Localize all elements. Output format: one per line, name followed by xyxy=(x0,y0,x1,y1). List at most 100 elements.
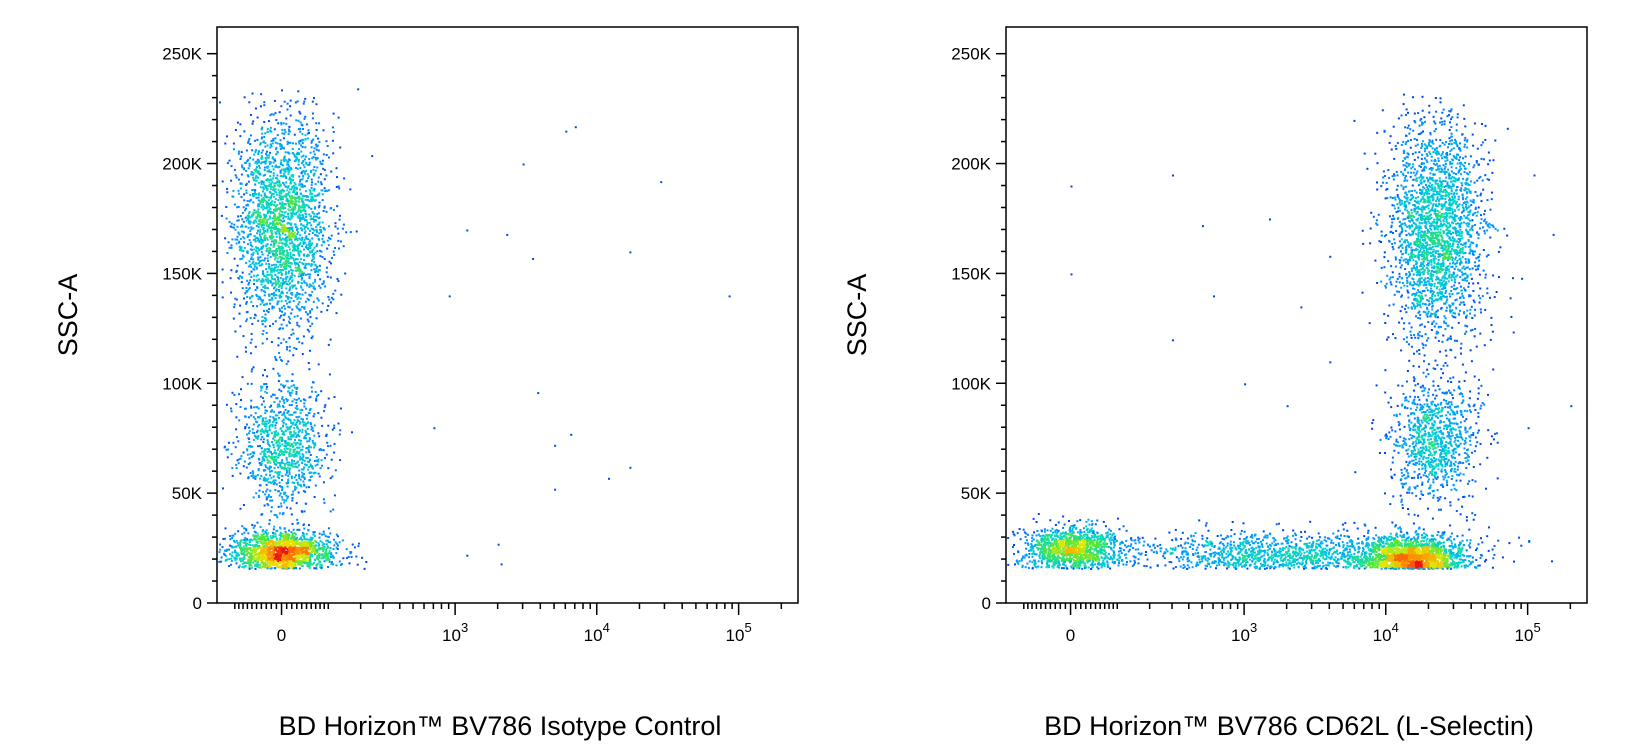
data-point xyxy=(280,314,282,317)
data-point xyxy=(306,460,309,463)
data-point xyxy=(286,380,289,383)
data-point xyxy=(248,567,251,570)
data-point xyxy=(287,208,290,211)
data-point xyxy=(270,276,273,279)
data-point xyxy=(238,393,240,396)
data-point xyxy=(229,538,232,541)
data-point xyxy=(259,143,262,146)
data-point xyxy=(277,122,280,125)
data-point xyxy=(265,215,268,218)
data-point xyxy=(252,496,255,499)
data-point xyxy=(284,408,287,411)
data-point xyxy=(309,273,311,276)
data-point xyxy=(332,250,335,253)
data-point xyxy=(298,207,301,210)
data-point xyxy=(287,533,290,536)
data-point xyxy=(264,142,267,145)
data-point xyxy=(288,472,291,475)
data-point xyxy=(346,557,348,560)
data-point xyxy=(340,563,343,565)
data-point xyxy=(251,451,254,454)
data-point xyxy=(314,206,317,209)
data-point xyxy=(304,134,307,137)
data-point xyxy=(312,199,315,202)
data-point xyxy=(305,451,308,454)
data-point xyxy=(264,286,267,289)
data-point xyxy=(272,161,275,164)
data-point xyxy=(252,268,255,271)
data-point xyxy=(297,559,300,561)
data-point xyxy=(321,237,324,240)
data-point xyxy=(261,320,263,323)
data-point xyxy=(245,466,248,469)
data-point xyxy=(279,261,282,263)
data-point xyxy=(310,284,313,287)
data-point xyxy=(279,210,282,213)
data-point xyxy=(308,213,311,216)
data-point xyxy=(295,567,298,570)
data-point xyxy=(297,244,300,246)
data-point xyxy=(327,156,330,159)
data-point xyxy=(290,232,293,235)
data-point xyxy=(242,250,245,252)
data-point xyxy=(293,427,296,430)
data-point xyxy=(286,283,288,285)
data-point xyxy=(224,537,227,540)
data-point xyxy=(287,245,290,248)
data-point xyxy=(279,223,282,226)
data-point xyxy=(269,151,271,154)
data-point xyxy=(299,549,302,551)
data-point xyxy=(290,463,293,466)
data-point xyxy=(298,180,301,183)
data-point xyxy=(288,257,290,260)
data-point xyxy=(269,146,272,149)
data-point xyxy=(271,305,274,308)
data-point xyxy=(253,476,256,479)
data-point xyxy=(266,229,269,232)
data-point xyxy=(296,291,299,294)
data-point xyxy=(299,537,302,540)
data-point xyxy=(281,211,284,213)
data-point xyxy=(320,250,323,253)
data-point xyxy=(276,565,279,568)
data-point xyxy=(255,216,258,219)
data-point xyxy=(271,423,274,426)
data-point xyxy=(326,189,329,192)
data-point xyxy=(295,186,298,189)
data-point xyxy=(231,546,234,548)
data-point xyxy=(293,419,296,422)
data-point xyxy=(293,274,296,277)
data-point xyxy=(257,468,260,471)
data-point xyxy=(257,153,260,155)
data-point xyxy=(281,290,284,293)
data-point xyxy=(308,466,311,469)
data-point xyxy=(269,560,272,563)
data-point xyxy=(263,423,266,425)
data-point xyxy=(335,186,338,188)
data-point xyxy=(259,296,261,299)
data-point xyxy=(238,312,241,315)
data-point xyxy=(277,300,280,303)
data-point xyxy=(290,312,293,315)
data-point xyxy=(259,444,261,447)
data-point xyxy=(256,421,259,424)
data-point xyxy=(293,546,296,549)
data-point xyxy=(290,421,293,424)
data-point xyxy=(284,237,287,240)
data-point xyxy=(235,553,238,556)
data-point xyxy=(229,277,232,280)
data-point xyxy=(324,555,327,558)
data-point xyxy=(311,381,314,384)
data-point xyxy=(307,262,310,265)
data-point xyxy=(230,269,233,272)
data-point xyxy=(290,404,293,406)
data-point xyxy=(269,552,272,555)
data-point xyxy=(312,255,315,258)
data-point xyxy=(285,287,288,290)
data-point xyxy=(240,550,243,553)
data-point xyxy=(306,297,309,300)
data-point xyxy=(283,160,286,163)
data-point xyxy=(274,210,277,212)
data-point xyxy=(270,203,273,206)
data-point xyxy=(312,562,315,564)
